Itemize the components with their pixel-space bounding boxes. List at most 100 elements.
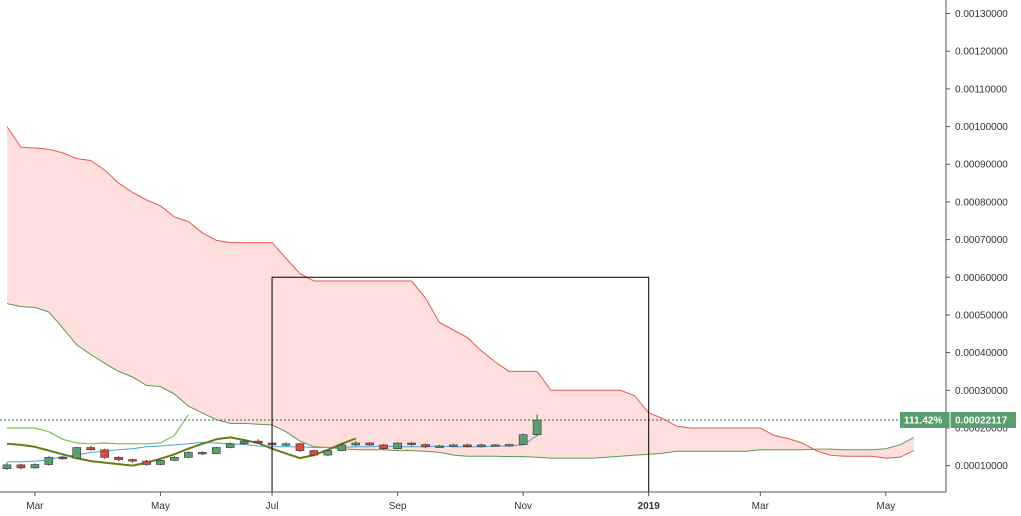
candle	[309, 449, 319, 457]
candle	[365, 442, 375, 447]
candle	[281, 442, 291, 447]
y-axis: 0.00010000 0.00020000 0.00030000 0.00040000…	[946, 9, 1008, 472]
y-tick-label: 0.00030000	[955, 386, 1008, 397]
candle-body-down	[379, 444, 388, 449]
candle	[100, 448, 109, 459]
candle-body-down	[86, 447, 95, 451]
candle	[407, 442, 416, 447]
candle	[211, 446, 221, 455]
candle-body-up	[30, 464, 40, 469]
candle-body-down	[490, 444, 500, 447]
candle-body-down	[463, 444, 472, 448]
candle	[323, 449, 333, 456]
candle-body-up	[476, 444, 486, 448]
candle-body-up	[72, 447, 82, 459]
candle-body-down	[295, 443, 305, 451]
x-tick-label: Mar	[26, 501, 44, 512]
x-axis: Mar May Jul Sep Nov 2019 Mar May	[26, 492, 895, 512]
candle-body-up	[504, 444, 514, 447]
candle-body-up	[532, 419, 542, 436]
candle-body-down	[128, 459, 137, 462]
senkou-span-b-line	[6, 126, 915, 459]
candle	[379, 443, 388, 450]
y-tick-label: 0.00080000	[955, 197, 1008, 208]
candle	[476, 443, 486, 448]
candle-body-up	[44, 457, 54, 465]
candle	[449, 443, 458, 447]
senkou-span-a-line	[6, 303, 915, 459]
candle	[295, 443, 305, 453]
candle	[225, 442, 235, 449]
candle-body-up	[393, 442, 402, 449]
candle	[435, 444, 444, 448]
candle	[72, 446, 82, 459]
candle-body-down	[100, 449, 109, 458]
candle-body-up	[337, 444, 347, 451]
y-tick-label: 0.00010000	[955, 461, 1008, 472]
y-tick-label: 0.00110000	[955, 84, 1008, 95]
candle-body-up	[281, 443, 291, 446]
candle-body-up	[225, 443, 235, 448]
x-tick-label: 2019	[638, 501, 661, 512]
candle	[184, 451, 193, 459]
candle	[16, 463, 26, 470]
candle	[170, 456, 179, 462]
candle-body-up	[156, 460, 165, 465]
candle	[463, 443, 472, 448]
candle-body-up	[239, 440, 249, 445]
y-tick-label: 0.00060000	[955, 273, 1008, 284]
chikou-span-line	[7, 414, 189, 445]
y-tick-label: 0.00070000	[955, 235, 1008, 246]
kijun-sen-line	[6, 436, 357, 467]
candle	[504, 443, 514, 447]
candle	[30, 463, 40, 469]
y-tick-label: 0.00040000	[955, 348, 1008, 359]
candle-body-up	[170, 457, 179, 461]
candle	[198, 451, 207, 456]
last-price-value: 0.00022117	[955, 415, 1008, 426]
x-tick-label: Nov	[514, 501, 532, 512]
candle	[58, 456, 68, 460]
y-tick-label: 0.00020000	[955, 423, 1008, 434]
y-tick-label: 0.00120000	[955, 47, 1008, 58]
y-tick-label: 0.00090000	[955, 160, 1008, 171]
candle	[114, 456, 123, 462]
candle	[239, 439, 249, 445]
candle-body-up	[323, 450, 333, 456]
candle-body-up	[211, 447, 221, 454]
candle	[156, 459, 165, 466]
cloud-fill	[7, 126, 914, 459]
candle	[421, 443, 430, 449]
candle	[44, 456, 54, 466]
candle-body-down	[198, 452, 207, 455]
x-tick-label: Jul	[266, 501, 279, 512]
last-price-tag-bg	[900, 411, 1016, 428]
candle-body-up	[435, 445, 444, 448]
ichimoku-cloud	[6, 126, 915, 459]
candle-body-down	[58, 457, 68, 460]
candle	[86, 446, 95, 451]
candle	[518, 433, 528, 446]
candle-body-down	[253, 440, 263, 444]
candle	[142, 459, 151, 466]
candle	[337, 443, 347, 452]
candle-body-up	[351, 442, 361, 446]
candle-body-up	[449, 444, 458, 447]
candle-body-up	[2, 464, 12, 469]
x-tick-label: Sep	[389, 501, 407, 512]
candle	[351, 441, 361, 447]
x-tick-label: May	[151, 501, 170, 512]
x-tick-label: May	[876, 501, 895, 512]
candle-body-down	[142, 460, 151, 465]
candle	[2, 462, 12, 471]
x-tick-label: Mar	[752, 501, 770, 512]
last-price-tag: 111.42% 0.00022117	[900, 411, 1016, 428]
candle	[393, 442, 402, 450]
candle-body-down	[421, 444, 430, 448]
candle	[128, 458, 137, 463]
candle	[490, 444, 500, 447]
plot-area[interactable]	[0, 0, 946, 493]
candle	[253, 439, 263, 444]
candle-body-up	[518, 434, 528, 445]
